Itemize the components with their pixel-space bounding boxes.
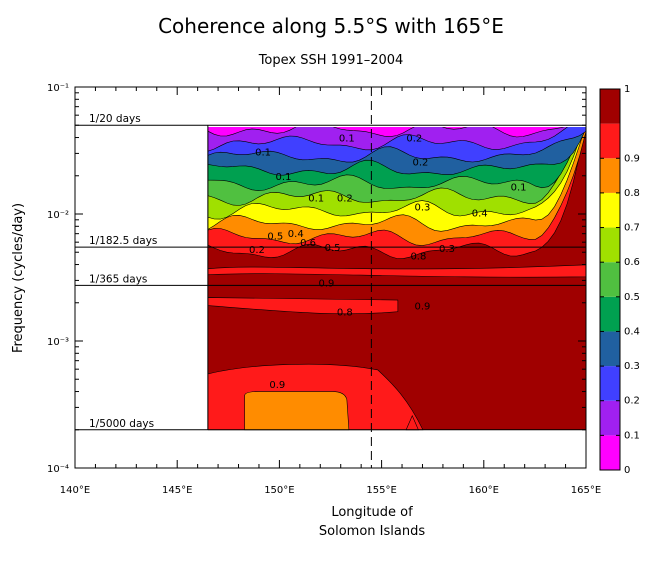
contour-label: 0.1	[308, 193, 324, 204]
contour-label: 0.4	[288, 229, 304, 240]
colorbar-segment	[600, 227, 620, 263]
reference-line-label: 1/365 days	[89, 273, 147, 285]
x-axis-title-line2: Solomon Islands	[319, 524, 425, 539]
colorbar-label: 0.6	[624, 257, 640, 268]
contour-labels: 0.1 0.20.10.20.10.1 0.20.30.10.40.5 0.40.60…	[249, 134, 527, 391]
colorbar-label: 0.8	[624, 188, 640, 199]
colorbar-segment	[600, 192, 620, 228]
contour-label: 0.1	[511, 182, 527, 193]
contour-label: 0.6	[300, 238, 316, 249]
chart-title: Coherence along 5.5°S with 165°E	[158, 14, 504, 38]
colorbar-label: 1	[624, 84, 630, 95]
contour-band	[208, 297, 399, 315]
y-tick-label: 10⁻⁴	[47, 464, 69, 475]
y-tick-label: 10⁻³	[47, 337, 69, 348]
colorbar-segment	[600, 89, 620, 124]
contour-label: 0.9	[318, 278, 334, 289]
contour-band	[208, 127, 568, 152]
x-axis: 140°E 145°E 150°E 155°E 160°E 165°E	[60, 87, 601, 496]
x-tick-label: 145°E	[162, 485, 192, 496]
contour-band	[208, 127, 565, 138]
colorbar-frame	[599, 88, 621, 471]
x-tick-label: 155°E	[366, 485, 396, 496]
contour-label: 0.9	[269, 380, 285, 391]
colorbar-label: 0.5	[624, 292, 640, 303]
colorbar-segment	[600, 296, 620, 332]
contour-label: 0.2	[249, 245, 265, 256]
x-tick-label: 160°E	[469, 485, 499, 496]
colorbar-segment	[600, 366, 620, 401]
contour-band	[208, 264, 586, 278]
contour-label: 0.3	[439, 244, 455, 255]
y-tick-label: 10⁻²	[47, 210, 69, 221]
contour-label: 0.5	[267, 231, 283, 242]
colorbar-segment	[600, 331, 620, 367]
contour-label: 0.1	[339, 134, 355, 145]
contour-label: 0.2	[412, 157, 428, 168]
coherence-field	[208, 127, 586, 431]
x-tick-label: 140°E	[60, 485, 90, 496]
contour-label: 0.2	[337, 193, 353, 204]
colorbar-label: 0.2	[624, 396, 640, 407]
y-axis-title: Frequency (cycles/day)	[11, 203, 26, 353]
colorbar-label: 0.9	[624, 153, 640, 164]
colorbar-segment	[600, 435, 620, 470]
contour-label: 0.8	[337, 308, 353, 319]
reference-line-label: 1/5000 days	[89, 418, 154, 430]
chart-subtitle: Topex SSH 1991–2004	[258, 53, 404, 68]
colorbar: 0 0.1 0.2 0.3 0.4 0.5 0.6 0.7 0.8 0.9 1	[599, 84, 640, 476]
contour-label: 0.1	[255, 148, 271, 159]
colorbar-label: 0.4	[624, 326, 640, 337]
colorbar-segment	[600, 400, 620, 436]
contour-label: 0.1	[276, 172, 292, 183]
contour-label: 0.2	[406, 134, 422, 145]
colorbar-label: 0.3	[624, 361, 640, 372]
contour-band	[244, 391, 350, 431]
y-axis: 10⁻⁴ 10⁻³ 10⁻² 10⁻¹	[47, 83, 586, 475]
colorbar-label: 0.7	[624, 223, 640, 234]
plot-frame	[74, 86, 587, 469]
x-tick-label: 165°E	[571, 485, 601, 496]
contour-label: 0.9	[415, 302, 431, 313]
y-tick-label: 10⁻¹	[47, 83, 69, 94]
reference-line-label: 1/20 days	[89, 113, 141, 125]
colorbar-segment	[600, 262, 620, 297]
colorbar-segment	[600, 158, 620, 193]
contour-label: 0.5	[325, 243, 341, 254]
x-tick-label: 150°E	[264, 485, 294, 496]
reference-lines: 1/20 days 1/182.5 days 1/365 days 1/5000 da…	[75, 113, 586, 431]
colorbar-label: 0	[624, 465, 630, 476]
colorbar-segment	[600, 123, 620, 159]
contour-label: 0.8	[410, 252, 426, 263]
reference-line-label: 1/182.5 days	[89, 235, 157, 247]
x-axis-title-line1: Longitude of	[331, 505, 413, 520]
contour-label: 0.3	[415, 202, 431, 213]
contour-label: 0.4	[472, 208, 488, 219]
colorbar-label: 0.1	[624, 430, 640, 441]
